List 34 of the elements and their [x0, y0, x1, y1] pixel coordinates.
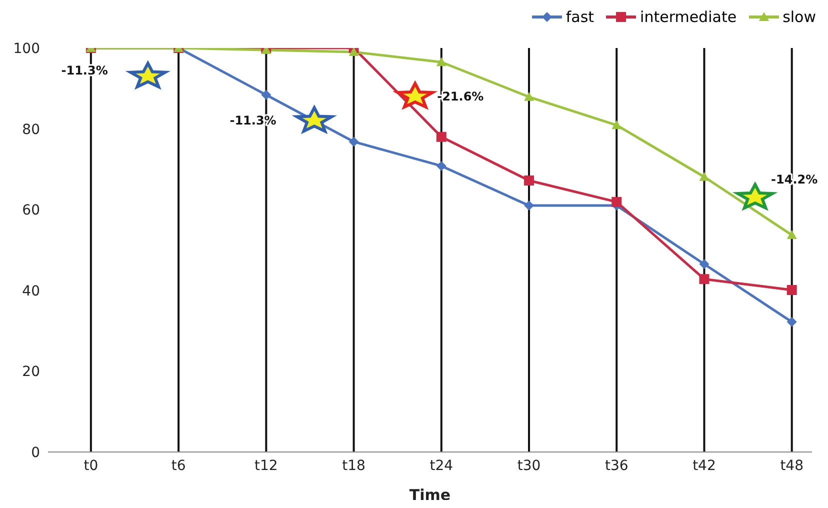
point: [699, 172, 710, 181]
point: [524, 200, 534, 211]
x-tick-label: t30: [517, 458, 541, 474]
legend-label: fast: [566, 8, 594, 26]
point: [348, 136, 359, 147]
point: [699, 274, 710, 284]
x-tick-label: t48: [780, 458, 804, 474]
point: [612, 196, 622, 207]
point: [786, 316, 797, 327]
y-tick-label: 100: [13, 40, 40, 57]
x-tick-label: t24: [430, 458, 454, 474]
point: [699, 259, 710, 270]
legend-label: slow: [782, 8, 816, 26]
y-tick-label: 40: [22, 283, 40, 300]
y-tick-label: 0: [31, 444, 40, 461]
point: [348, 48, 359, 56]
point: [786, 284, 797, 295]
x-axis-title: Time: [409, 486, 451, 504]
y-tick-label: 20: [22, 364, 40, 380]
x-tick-label: t42: [692, 458, 716, 474]
point: [436, 160, 446, 171]
point: [261, 90, 272, 100]
x-tick-label: t0: [84, 458, 98, 474]
y-tick-label: 80: [22, 122, 40, 138]
x-tick-label: t12: [254, 458, 278, 474]
point: [612, 120, 622, 130]
point: [436, 132, 446, 142]
x-tick-label: t36: [604, 458, 628, 474]
x-tick-label: t18: [342, 458, 366, 474]
legend-label: intermediate: [640, 8, 737, 26]
point: [524, 176, 534, 186]
point: [786, 230, 797, 240]
y-tick-label: 60: [22, 202, 40, 219]
x-tick-label: t6: [171, 458, 186, 474]
